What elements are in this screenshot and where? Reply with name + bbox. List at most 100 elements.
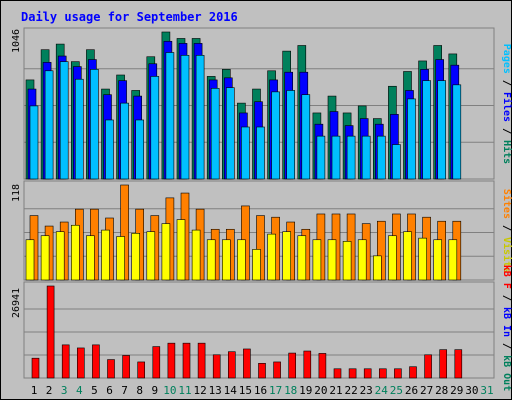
x-label-day-31: 31 [480,384,493,397]
x-label-day-3: 3 [61,384,68,397]
bar-pages-day-28 [437,80,447,180]
visits-sites-legend: Sites / Visits [501,189,512,273]
bar-pages-day-12 [195,55,205,180]
x-label-day-26: 26 [405,384,418,397]
kbytes-ymax-label: 26941 [11,288,22,318]
bar-pages-day-9 [150,76,160,180]
bar-visits-day-6 [101,229,110,281]
bar-pages-day-20 [316,135,326,180]
bar-kb-f-day-26 [409,366,417,379]
x-label-day-29: 29 [450,384,463,397]
kbytes-legend: kB F / kB In / kB Out [501,265,512,391]
bar-pages-day-7 [120,102,129,180]
x-label-day-6: 6 [106,384,113,397]
bar-visits-day-2 [40,235,50,281]
x-label-day-14: 14 [224,384,238,397]
bar-pages-day-5 [90,69,99,180]
legend-pages: Pages [501,44,512,74]
bar-pages-day-8 [135,119,144,180]
bar-pages-day-4 [75,78,84,180]
bar-kb-f-day-2 [46,285,55,379]
bar-pages-day-21 [331,135,341,180]
x-label-day-20: 20 [314,384,327,397]
bar-kb-f-day-27 [424,354,432,379]
bar-pages-day-22 [346,135,356,180]
visits-ymax-label: 118 [11,184,22,202]
bar-kb-f-day-10 [167,342,176,379]
x-label-day-30: 30 [465,384,478,397]
bar-pages-day-14 [226,87,235,180]
bar-kb-f-day-7 [122,355,130,379]
bar-visits-day-3 [55,231,65,281]
panel-kbytes: 26941 kB F / kB In / kB Out [11,265,512,391]
x-label-day-1: 1 [31,384,38,397]
legend-sep: / [501,337,512,355]
x-label-day-15: 15 [239,384,252,397]
bar-kb-f-day-5 [92,344,100,379]
x-label-day-18: 18 [284,384,297,397]
bar-visits-day-26 [403,231,412,281]
legend-sep: / [501,289,512,307]
bar-visits-day-27 [418,237,427,281]
bar-visits-day-12 [191,229,201,281]
chart-title: Daily usage for September 2016 [21,10,238,24]
bar-visits-day-28 [433,239,443,281]
bar-visits-day-17 [267,233,276,281]
bar-kb-f-day-1 [31,357,40,379]
x-label-day-19: 19 [299,384,312,397]
x-label-day-16: 16 [254,384,267,397]
bar-pages-day-6 [105,119,114,180]
bar-visits-day-21 [327,239,337,281]
bar-visits-day-16 [252,249,261,281]
x-label-day-9: 9 [151,384,158,397]
bar-pages-day-2 [44,70,54,180]
x-axis-day-labels: 1 2 3 4 5 6 7 8 9 10 11 12 13 14 15 16 17 18 19 20 21 22 23 24 2… [31,384,494,397]
bar-kb-f-day-24 [378,368,387,379]
legend-files: Files [501,92,512,122]
bar-visits-day-13 [206,239,216,281]
x-label-day-17: 17 [269,384,282,397]
bar-visits-day-11 [176,219,186,281]
hits-ymax-label: 1046 [11,29,22,53]
bar-visits-day-29 [448,239,458,281]
x-label-day-28: 28 [435,384,448,397]
x-label-day-27: 27 [420,384,433,397]
bar-kb-f-day-20 [318,353,327,379]
bar-visits-day-20 [312,239,322,281]
bar-pages-day-23 [361,135,371,180]
bar-kb-f-day-28 [439,349,448,379]
x-label-day-4: 4 [76,384,83,397]
bar-kb-f-day-14 [228,351,236,379]
panel-kbytes-bars [31,285,463,379]
bar-visits-day-8 [131,233,140,281]
bar-kb-f-day-16 [258,363,266,379]
legend-sep: / [501,74,512,92]
legend-kbin: kB In [501,307,512,337]
bar-visits-day-23 [357,239,367,281]
bar-kb-f-day-19 [303,350,312,379]
bar-visits-day-22 [342,241,352,281]
x-label-day-21: 21 [329,384,342,397]
x-label-day-13: 13 [209,384,222,397]
legend-kbout: kB Out [501,355,512,391]
bar-pages-day-26 [407,98,416,180]
panel-visits-sites: 118 Sites / Visits [11,180,512,281]
x-label-day-7: 7 [121,384,128,397]
bar-pages-day-29 [452,84,462,180]
bar-kb-f-day-22 [348,368,357,379]
bar-visits-day-5 [86,235,95,281]
x-label-day-8: 8 [136,384,143,397]
x-label-day-23: 23 [360,384,373,397]
bar-pages-day-13 [210,88,220,180]
bar-pages-day-10 [165,52,175,180]
bar-kb-f-day-23 [363,368,372,379]
bar-pages-day-27 [422,80,431,180]
x-label-day-24: 24 [375,384,389,397]
bar-kb-f-day-6 [107,359,115,379]
hits-files-pages-legend: Pages / Files / Hits [501,44,512,164]
bar-visits-day-9 [146,231,156,281]
bar-kb-f-day-18 [288,352,297,379]
bar-pages-day-18 [286,90,296,180]
bar-kb-f-day-4 [77,347,85,379]
panel-visits-bars [25,184,462,281]
